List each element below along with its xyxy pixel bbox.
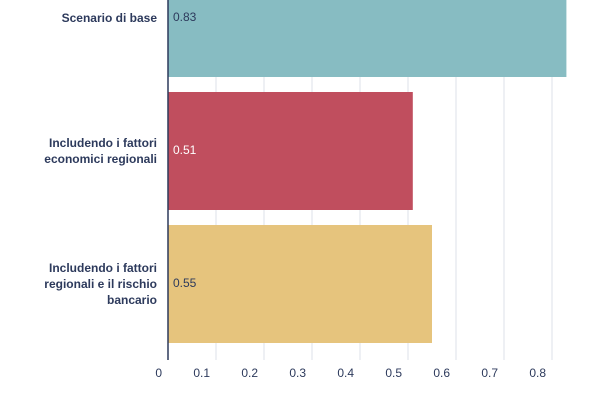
- value-label: 0.83: [173, 10, 197, 24]
- category-label: Includendo i fattori regionali e il risc…: [44, 261, 157, 307]
- x-tick-label: 0.8: [529, 366, 546, 380]
- x-tick-label: 0: [155, 366, 162, 380]
- x-tick-label: 0.4: [337, 366, 354, 380]
- category-label: Scenario di base: [61, 11, 157, 25]
- x-tick-label: 0.3: [289, 366, 306, 380]
- bar: [168, 92, 413, 210]
- x-tick-label: 0.1: [193, 366, 210, 380]
- bar: [168, 225, 432, 343]
- bar: [168, 0, 567, 77]
- x-tick-label: 0.7: [481, 366, 498, 380]
- category-label: Includendo i fattori economici regionali: [44, 136, 157, 166]
- value-label: 0.51: [173, 143, 197, 157]
- x-tick-label: 0.2: [241, 366, 258, 380]
- value-label: 0.55: [173, 276, 197, 290]
- x-tick-label: 0.6: [433, 366, 450, 380]
- x-tick-label: 0.5: [385, 366, 402, 380]
